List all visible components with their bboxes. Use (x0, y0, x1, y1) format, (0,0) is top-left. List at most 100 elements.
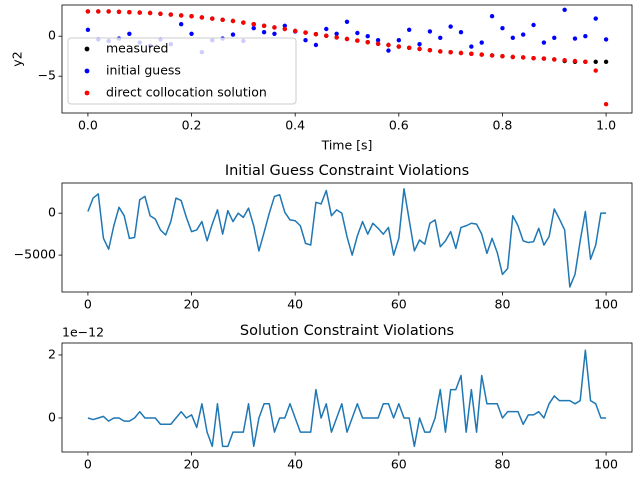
legend-marker (84, 46, 90, 52)
subplot: 0 20 40 60 80 100 0 2 Solution Constraint Violat… (48, 323, 633, 472)
point (572, 36, 578, 41)
y-tick-label: −5 (38, 68, 56, 83)
point (510, 54, 516, 60)
point (469, 51, 474, 56)
point (261, 23, 267, 28)
point (199, 15, 205, 20)
point (458, 30, 464, 35)
point (313, 42, 319, 48)
point (520, 55, 526, 60)
point (375, 41, 381, 46)
point (251, 22, 256, 27)
x-tick-label: 0 (84, 297, 92, 312)
point (386, 42, 391, 48)
point (85, 9, 91, 14)
legend-label: measured (106, 41, 168, 56)
point (210, 16, 215, 21)
x-tick-label: 0.0 (78, 118, 98, 133)
point (469, 44, 474, 49)
plot-area (87, 188, 607, 288)
point (417, 42, 422, 47)
legend-label: direct collocation solution (106, 85, 267, 100)
point (386, 48, 391, 53)
x-tick-label: 0 (84, 457, 92, 472)
x-tick-label: 20 (184, 297, 200, 312)
point (168, 12, 174, 17)
y-tick-label: 0 (48, 28, 56, 43)
line (87, 349, 607, 448)
point (127, 31, 132, 36)
point (324, 26, 329, 32)
offset-text: 1e−12 (62, 325, 104, 340)
subplot-title: Initial Guess Constraint Violations (225, 163, 469, 179)
y-axis-label: y2 (10, 51, 25, 66)
point (500, 26, 505, 31)
legend-marker (84, 90, 90, 96)
point (272, 31, 277, 36)
point (531, 22, 536, 28)
point (189, 31, 194, 36)
point (137, 10, 142, 15)
point (272, 25, 277, 30)
y-tick-label: −5000 (14, 247, 56, 262)
point (479, 40, 484, 45)
subplot: 0.0 0.2 0.4 0.6 0.8 1.0 −5 0 Time [s] y2 measured i… (10, 4, 633, 153)
point (127, 10, 132, 15)
point (448, 24, 453, 29)
x-tick-label: 0.8 (493, 118, 513, 133)
point (510, 35, 516, 40)
point (593, 59, 598, 64)
point (178, 22, 184, 27)
point (562, 7, 567, 12)
plot-area (87, 349, 607, 448)
point (593, 16, 598, 21)
point (396, 44, 402, 49)
point (458, 50, 464, 56)
x-tick-label: 60 (391, 297, 407, 312)
point (489, 14, 495, 19)
point (303, 38, 308, 43)
x-tick-label: 100 (594, 457, 618, 472)
point (603, 102, 609, 107)
point (427, 29, 433, 34)
point (365, 40, 370, 45)
x-tick-label: 0.6 (389, 118, 409, 133)
point (355, 38, 360, 43)
point (96, 9, 101, 14)
point (448, 50, 453, 55)
legend: measured initial guess direct collocation … (67, 37, 297, 105)
point (583, 59, 588, 64)
subplot-title: Solution Constraint Violations (240, 323, 454, 339)
legend-marker (84, 68, 90, 74)
point (552, 35, 557, 40)
point (541, 56, 547, 61)
point (552, 57, 557, 62)
legend-label: initial guess (106, 63, 181, 78)
x-axis-label: Time [s] (321, 138, 373, 153)
y-tick-label: 2 (48, 346, 56, 361)
point (500, 54, 505, 59)
point (438, 49, 443, 54)
axes-frame (61, 182, 633, 293)
x-tick-label: 40 (287, 457, 303, 472)
point (541, 40, 547, 45)
point (303, 30, 308, 35)
point (593, 68, 598, 73)
point (562, 58, 567, 63)
point (344, 19, 350, 24)
point (603, 37, 609, 42)
point (282, 23, 288, 28)
point (406, 45, 412, 50)
point (583, 34, 588, 39)
point (282, 26, 288, 32)
point (292, 28, 298, 34)
point (417, 46, 422, 52)
point (396, 38, 402, 43)
axes-frame (61, 342, 633, 453)
x-tick-label: 40 (287, 297, 303, 312)
x-tick-label: 1.0 (596, 118, 616, 133)
point (603, 59, 609, 64)
x-tick-label: 100 (594, 297, 618, 312)
y-tick-label: 0 (48, 409, 56, 424)
point (572, 58, 578, 64)
